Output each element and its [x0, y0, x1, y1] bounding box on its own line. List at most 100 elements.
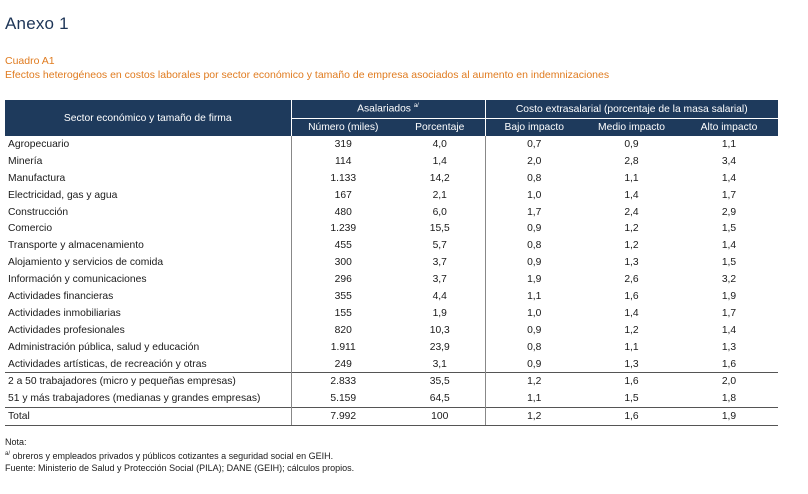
row-label: Agropecuario [8, 138, 70, 150]
table-cell: 0,9 [484, 254, 583, 272]
table-row: Actividades financieras 355 4,4 1,1 1,6 1,9 [5, 288, 778, 305]
row-label: Electricidad, gas y agua [8, 189, 118, 201]
table-cell: 3,7 [432, 257, 447, 269]
table-cell: 2,4 [624, 206, 639, 218]
table-cell: 64,5 [429, 393, 450, 405]
table-cell: 1,9 [721, 290, 737, 302]
table-cell: 300 [290, 254, 395, 272]
table-cell: 1,0 [484, 186, 583, 204]
table-cell: 4,0 [432, 138, 447, 150]
table-cell: 2,8 [624, 155, 639, 167]
table-cell: 15,5 [429, 223, 450, 235]
table-cell: 1,4 [721, 240, 737, 252]
table-cell: 1,2 [484, 372, 583, 391]
table-cell: 1,1 [624, 341, 639, 353]
table-cell: 1,7 [721, 307, 737, 319]
row-header: Sector económico y tamaño de firma [5, 100, 291, 136]
source-note: Fuente: Ministerio de Salud y Protección… [5, 463, 355, 474]
table-row: Actividades inmobiliarias 155 1,9 1,0 1,4 1,7 [5, 304, 778, 322]
table-cell: 1,6 [721, 358, 737, 370]
table-row: Comercio 1.239 15,5 0,9 1,2 1,5 [5, 220, 778, 238]
table-title: Efectos heterogéneos en costos laborales… [5, 69, 610, 81]
table-cell: 10,3 [429, 324, 450, 336]
table-cell: 1,2 [484, 407, 583, 427]
column-header: Número (miles) [290, 118, 395, 136]
table-cell: 100 [395, 407, 485, 427]
table-cell: 1,5 [721, 223, 737, 235]
table-body: Agropecuario 319 4,0 0,7 0,9 1,1 Minería 114 1,4… [5, 136, 778, 427]
table-cell: 1,1 [624, 172, 639, 184]
table-cell: 3,2 [721, 274, 737, 286]
table-cell: 0,7 [484, 136, 583, 153]
table-cell: 2,0 [484, 152, 583, 170]
table-cell: 249 [290, 355, 395, 373]
table-cell: 480 [290, 203, 395, 221]
table-cell: 114 [290, 152, 395, 170]
table-cell: 1,4 [721, 172, 737, 184]
table-cell: 3,1 [432, 358, 447, 370]
table-cell: 0,8 [484, 338, 583, 356]
table-row: Minería 114 1,4 2,0 2,8 3,4 [5, 152, 778, 170]
table-cell: 167 [290, 186, 395, 204]
table-cell: 319 [290, 136, 395, 153]
table-cell: 2,9 [721, 206, 737, 218]
row-label: Actividades inmobiliarias [8, 307, 121, 319]
note-label: Nota: [5, 437, 27, 447]
table-cell: 1,9 [432, 307, 447, 319]
table-row: Agropecuario 319 4,0 0,7 0,9 1,1 [5, 136, 778, 153]
row-label: Administración pública, salud y educació… [8, 341, 200, 353]
column-header: Alto impacto [680, 118, 778, 136]
table-cell: 3,4 [721, 155, 737, 167]
table-cell: 1,8 [721, 393, 737, 405]
row-label: Actividades artísticas, de recreación y … [8, 358, 207, 370]
table-cell: 820 [290, 321, 395, 339]
table-row: Total 7.992 100 1,2 1,6 1,9 [5, 407, 778, 427]
row-label: Transporte y almacenamiento [8, 240, 144, 252]
table-cell: 296 [290, 271, 395, 289]
table-number: Cuadro A1 [5, 55, 55, 67]
footnote-marker: a/ [413, 103, 419, 110]
table-cell: 1,3 [624, 358, 639, 370]
table-cell: 0,9 [624, 138, 639, 150]
table-cell: 1,7 [484, 203, 583, 221]
table-cell: 4,4 [432, 290, 447, 302]
table-cell: 1,4 [624, 189, 639, 201]
table-cell: 0,8 [484, 169, 583, 187]
table-cell: 0,8 [484, 237, 583, 255]
table-cell: 155 [290, 304, 395, 322]
row-label: Comercio [8, 223, 53, 235]
table-cell: 2,6 [624, 274, 639, 286]
table-cell: 1.239 [290, 220, 395, 238]
table-cell: 455 [290, 237, 395, 255]
table-cell: 7.992 [290, 407, 395, 427]
table-cell: 0,9 [484, 355, 583, 373]
table-cell: 2,0 [680, 372, 778, 391]
row-label: Actividades profesionales [8, 324, 125, 336]
table-row: 51 y más trabajadores (medianas y grande… [5, 390, 778, 408]
row-label: Construcción [8, 206, 69, 218]
row-label: 51 y más trabajadores (medianas y grande… [8, 393, 261, 405]
table-cell: 35,5 [395, 372, 485, 391]
table-row: Construcción 480 6,0 1,7 2,4 2,9 [5, 203, 778, 221]
table-cell: 1,6 [583, 407, 680, 427]
column-header: Medio impacto [583, 118, 680, 136]
row-label: Información y comunicaciones [8, 274, 147, 286]
group-header-asalariados-label: Asalariados [357, 103, 411, 115]
table-cell: 1,4 [432, 155, 447, 167]
table-cell: 1,2 [624, 240, 639, 252]
table-row: Información y comunicaciones 296 3,7 1,9 2,6… [5, 271, 778, 289]
data-table: Sector económico y tamaño de firma Asala… [5, 100, 778, 427]
table-cell: 1,1 [484, 390, 583, 408]
table-cell: 1,5 [624, 393, 639, 405]
table-row: Electricidad, gas y agua 167 2,1 1,0 1,4 1,7 [5, 186, 778, 204]
table-cell: 1,9 [484, 271, 583, 289]
table-cell: 0,9 [484, 321, 583, 339]
note-footnote: a/ obreros y empleados privados y públic… [5, 448, 354, 462]
table-cell: 3,7 [432, 274, 447, 286]
table-cell: 1,3 [721, 341, 737, 353]
note-footnote-marker: a/ [5, 451, 11, 458]
group-header-asalariados: Asalariados a/ [290, 100, 485, 119]
table-cell: 2.833 [290, 372, 395, 391]
table-cell: 5,7 [432, 240, 447, 252]
table-cell: 1,7 [721, 189, 737, 201]
